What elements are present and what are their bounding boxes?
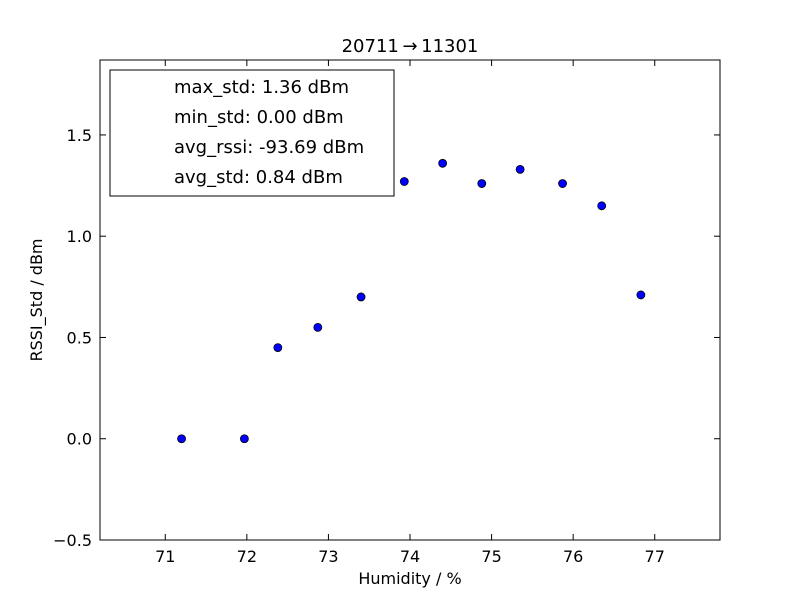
data-point — [177, 434, 186, 444]
data-point — [477, 179, 487, 188]
chart-title: 20711 → 11301 — [342, 36, 479, 57]
x-tick-label: 76 — [563, 547, 583, 566]
legend-entry-min-std: min_std: 0.00 dBm — [174, 107, 344, 128]
y-tick-label: −0.5 — [53, 531, 92, 550]
y-tick-label: 1.0 — [67, 227, 92, 246]
data-point — [239, 434, 249, 444]
data-point — [356, 292, 366, 302]
legend-box — [109, 69, 395, 197]
data-point — [438, 158, 448, 168]
legend-entry-avg-rssi: avg_rssi: -93.69 dBm — [174, 137, 364, 158]
y-tick-label: 0.0 — [67, 430, 92, 449]
data-point — [597, 201, 607, 211]
x-tick-label: 75 — [481, 547, 501, 566]
legend-entry-avg-std: avg_std: 0.84 dBm — [174, 167, 343, 188]
x-tick-label: 73 — [318, 547, 338, 566]
data-points — [177, 158, 646, 444]
x-axis-label: Humidity / % — [358, 569, 461, 588]
x-tick-label: 74 — [400, 547, 420, 566]
x-tick-label: 72 — [237, 547, 257, 566]
legend: max_std: 1.36 dBm min_std: 0.00 dBm avg_… — [109, 69, 395, 197]
y-axis-label: RSSI_Std / dBm — [27, 238, 47, 361]
y-tick-label: 1.5 — [67, 126, 92, 145]
x-axis-ticks: 71 72 73 74 75 76 77 — [155, 60, 665, 566]
x-tick-label: 77 — [645, 547, 665, 566]
x-tick-label: 71 — [155, 547, 175, 566]
data-point — [399, 177, 409, 186]
data-point — [558, 179, 567, 188]
y-axis-ticks: −0.5 0.0 0.5 1.0 1.5 — [53, 126, 720, 550]
legend-entry-max-std: max_std: 1.36 dBm — [174, 77, 349, 98]
data-point — [273, 343, 283, 352]
data-point — [313, 322, 323, 332]
data-point — [515, 164, 525, 174]
y-tick-label: 0.5 — [67, 328, 92, 347]
data-point — [636, 290, 646, 300]
